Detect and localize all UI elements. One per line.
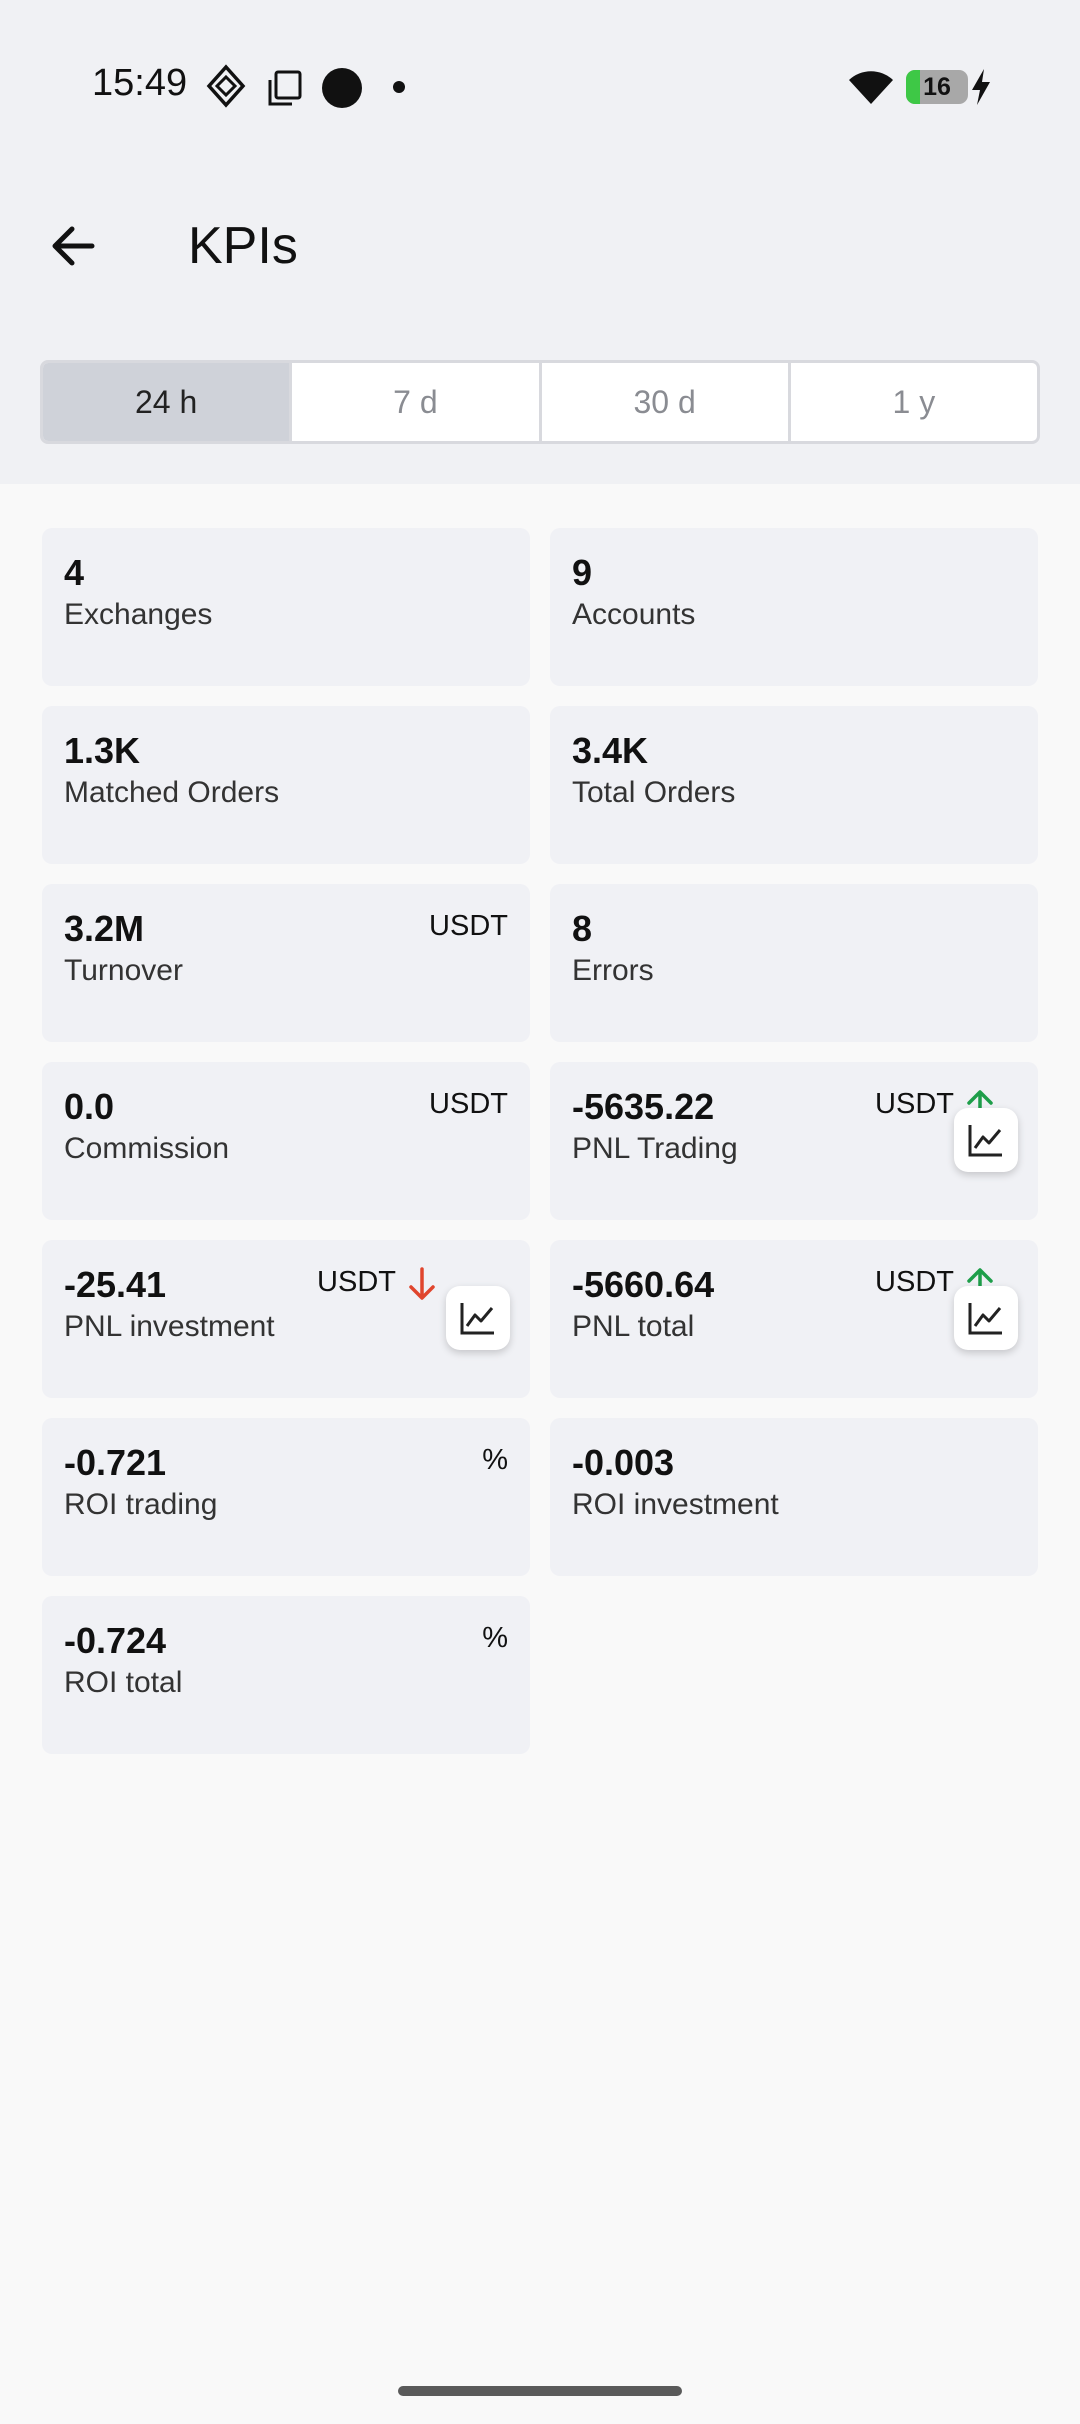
kpi-card-turnover: 3.2M USDT Turnover <box>42 884 530 1042</box>
app-diamond-icon <box>206 64 246 108</box>
kpi-unit: USDT <box>875 1088 954 1120</box>
status-time: 15:49 <box>92 62 188 104</box>
battery-indicator: 16 <box>906 70 968 104</box>
kpi-label: PNL Trading <box>572 1132 738 1165</box>
kpi-value: -0.724 <box>64 1620 167 1661</box>
notification-dot-icon <box>393 81 405 93</box>
pnl-trading-chart-button[interactable] <box>954 1108 1018 1172</box>
kpi-unit: USDT <box>429 910 508 942</box>
kpi-card-accounts: 9 Accounts <box>550 528 1038 686</box>
kpi-unit: % <box>482 1622 508 1654</box>
wifi-icon <box>849 71 893 104</box>
kpi-card-roi-investment: -0.003 ROI investment <box>550 1418 1038 1576</box>
kpi-card-exchanges: 4 Exchanges <box>42 528 530 686</box>
charging-bolt-icon <box>972 69 990 105</box>
home-indicator[interactable] <box>398 2386 682 2396</box>
status-bar: 15:49 16 <box>0 0 1080 176</box>
kpi-label: Accounts <box>572 598 696 631</box>
kpi-value: 1.3K <box>64 730 141 771</box>
kpi-label: PNL total <box>572 1310 695 1343</box>
kpi-value: 3.2M <box>64 908 145 949</box>
tab-30d[interactable]: 30 d <box>538 363 788 441</box>
kpi-card-commission: 0.0 USDT Commission <box>42 1062 530 1220</box>
tab-24h[interactable]: 24 h <box>43 363 290 441</box>
kpi-label: Turnover <box>64 954 183 987</box>
kpi-value: 8 <box>572 908 593 949</box>
kpi-value: -0.721 <box>64 1442 167 1483</box>
record-dot-icon <box>322 68 362 108</box>
pnl-total-chart-button[interactable] <box>954 1286 1018 1350</box>
kpi-unit: % <box>482 1444 508 1476</box>
tab-1y[interactable]: 1 y <box>787 363 1037 441</box>
kpi-value: 0.0 <box>64 1086 115 1127</box>
kpi-label: PNL investment <box>64 1310 275 1343</box>
kpi-card-matched-orders: 1.3K Matched Orders <box>42 706 530 864</box>
arrow-down-icon <box>409 1267 435 1300</box>
kpi-card-roi-trading: -0.721 % ROI trading <box>42 1418 530 1576</box>
kpi-value: -0.003 <box>572 1442 675 1483</box>
copy-icon <box>268 70 302 106</box>
kpi-value: -5635.22 <box>572 1086 715 1127</box>
kpi-label: Exchanges <box>64 598 213 631</box>
kpi-label: ROI trading <box>64 1488 218 1521</box>
kpi-unit: USDT <box>875 1266 954 1298</box>
chart-line-icon <box>460 1303 494 1335</box>
chart-line-icon <box>968 1125 1002 1157</box>
chart-line-icon <box>968 1303 1002 1335</box>
kpi-label: Matched Orders <box>64 776 280 809</box>
kpi-label: Commission <box>64 1132 230 1165</box>
back-arrow-icon[interactable] <box>44 216 104 276</box>
kpi-value: 9 <box>572 552 593 593</box>
kpi-label: ROI total <box>64 1666 183 1699</box>
pnl-investment-chart-button[interactable] <box>446 1286 510 1350</box>
kpi-value: -25.41 <box>64 1264 167 1305</box>
page-title: KPIs <box>188 217 298 275</box>
kpi-card-total-orders: 3.4K Total Orders <box>550 706 1038 864</box>
tab-7d[interactable]: 7 d <box>289 363 538 441</box>
kpi-value: 4 <box>64 552 85 593</box>
kpi-card-roi-total: -0.724 % ROI total <box>42 1596 530 1754</box>
kpi-value: -5660.64 <box>572 1264 715 1305</box>
kpi-label: Errors <box>572 954 654 987</box>
kpi-unit: USDT <box>317 1266 396 1298</box>
kpi-unit: USDT <box>429 1088 508 1120</box>
period-tabs: 24 h 7 d 30 d 1 y <box>40 360 1040 444</box>
kpi-label: Total Orders <box>572 776 736 809</box>
kpi-card-errors: 8 Errors <box>550 884 1038 1042</box>
kpi-value: 3.4K <box>572 730 649 771</box>
battery-level: 16 <box>923 73 951 101</box>
kpi-label: ROI investment <box>572 1488 779 1521</box>
